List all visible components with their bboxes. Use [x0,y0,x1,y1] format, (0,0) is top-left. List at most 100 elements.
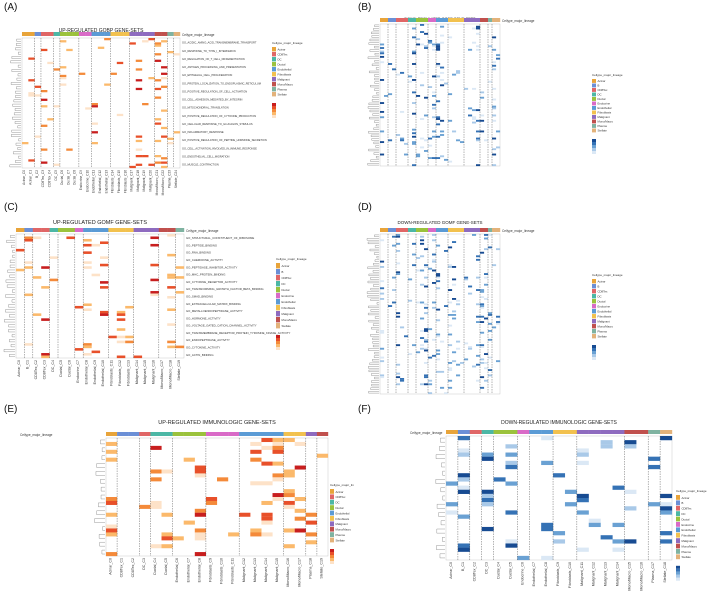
colorbar-step [676,580,680,584]
annotation-cell [408,228,413,232]
heatmap-cell [59,40,67,43]
heatmap-cell [135,59,143,62]
heatmap-cell [440,71,445,74]
heatmap-cell [396,234,401,236]
heatmap-cell [305,520,317,525]
heatmap-cell [272,461,284,466]
heatmap-cell [476,344,481,347]
heatmap-cell [150,293,159,297]
heatmap-cell [261,461,273,466]
column-label: Malignant_C12 [592,562,596,586]
heatmap-cell [476,379,481,382]
heatmap-cell [424,32,429,35]
dendrogram-branch [369,248,379,252]
row-label: GO_ACIDIC_AMINO_ACID_TRANSMEMBRANE_TRANS… [182,41,257,45]
dendrogram-branch [368,312,379,316]
heatmap-cell [440,134,445,136]
heatmap-cell [436,123,441,126]
column-label: CD8Tex_C2 [473,562,477,581]
heatmap-cell [420,283,425,286]
heatmap-cell [424,347,429,350]
heatmap-cell [428,86,433,88]
annotation-cell [600,430,613,434]
heatmap-cell [416,301,421,304]
heatmap-cell [91,350,101,354]
dendrogram-branch [11,245,15,248]
heatmap-cell [59,83,67,86]
dendrogram-branch [18,51,21,55]
heatmap-cell [161,126,168,130]
heatmap-cell [492,164,497,167]
heatmap-cell [424,264,429,267]
heatmap-cell [448,379,453,382]
heatmap-cell [476,303,481,306]
heatmap-cell [452,317,457,320]
column-label: Ductal_C5 [59,360,63,377]
heatmap-cell [34,135,42,138]
dendrogram-branch [5,279,15,283]
row-label: GO_ENDOTHELIAL_CELL_MIGRATION [182,154,229,158]
dendrogram-branch [367,163,379,166]
dendrogram-branch [369,70,379,73]
heatmap-cell [167,234,176,237]
legend-entry: B [682,501,684,505]
dendrogram-branch [7,284,15,288]
heatmap-cell [97,46,105,49]
annotation-cell [481,430,494,434]
colorbar-step [592,151,596,154]
heatmap-cell [488,374,493,377]
row-label: GO_VOLTAGE_GATED_CATION_CHANNEL_ACTIVITY [186,324,257,328]
heatmap-cell [612,539,625,544]
dendrogram-branch [374,252,379,255]
dendrogram-branch [442,470,445,476]
colorbar-step [676,568,680,572]
heatmap-cell [612,547,625,552]
heatmap-cell [432,130,437,133]
heatmap-cell [452,241,457,243]
heatmap-cell [194,469,206,474]
heatmap-cell [148,38,155,41]
dendrogram-branch [10,82,21,85]
heatmap-cell [272,445,284,450]
heatmap-cell [484,276,489,279]
legend-entry: Endocrine [682,523,695,527]
heatmap-cell [420,118,425,120]
heatmap-cell [150,445,162,450]
annotation-cell [58,228,67,232]
heatmap-cell [106,528,118,533]
heatmap-cell [448,93,453,96]
column-label: Ductal_C7 [66,170,70,185]
heatmap-cell [476,276,481,279]
dendrogram-branch [440,520,445,526]
heatmap-cell [464,358,469,361]
column-label: Fibroblasts_C10 [220,558,224,584]
heatmap-title: UP-REGULATED IMMUNOLOGIC GENE-SETS [158,420,276,426]
heatmap-cell [480,346,485,348]
heatmap-cell [161,544,173,549]
annotation-cell [541,430,554,434]
heatmap-cell [91,131,98,134]
heatmap-cell [457,514,470,519]
colorbar-step [330,549,334,552]
dendrogram-branch [370,288,379,291]
column-label: Endothelial_C7 [532,562,536,586]
dendrogram-branch [100,494,105,500]
annotation-cell [78,32,86,36]
column-label: Acinar_C1 [28,170,32,185]
dendrogram-branch [15,160,21,163]
heatmap-cell [541,522,554,528]
heatmap-cell [416,38,421,41]
heatmap-cell [106,552,118,557]
dendrogram-branch [376,330,379,333]
heatmap-cell [388,305,393,307]
heatmap-cell [412,132,417,135]
heatmap-cell [432,253,437,256]
heatmap-cell [116,328,126,331]
colorbar-step [276,338,280,341]
heatmap-cell [488,322,493,325]
heatmap-cell [161,72,168,75]
heatmap-cell [420,347,425,350]
heatmap-cell [448,246,453,249]
heatmap-cell [553,539,566,544]
heatmap-cell [116,113,124,117]
